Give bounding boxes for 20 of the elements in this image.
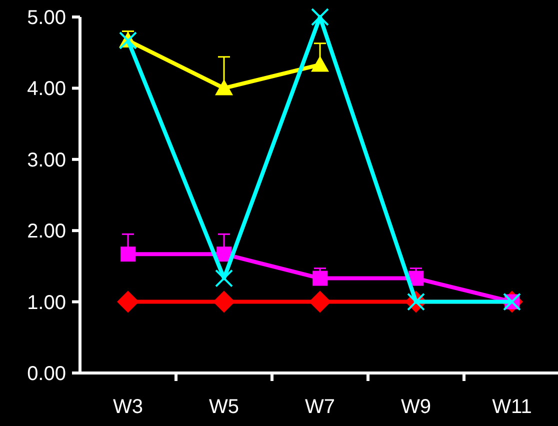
point — [312, 270, 328, 286]
y-tick-label: 5.00 — [27, 7, 66, 29]
point — [120, 246, 136, 262]
y-tick-label: 3.00 — [27, 149, 66, 172]
point — [311, 8, 329, 26]
point — [311, 56, 329, 72]
x-tick-label: W9 — [401, 396, 431, 418]
x-tick-label: W3 — [113, 396, 143, 418]
point — [215, 79, 233, 96]
point — [213, 290, 235, 313]
point — [215, 269, 233, 288]
x-tick-label: W5 — [209, 396, 239, 418]
point — [309, 290, 331, 313]
y-tick-label: 1.00 — [27, 292, 66, 314]
x-tick-label: W7 — [305, 396, 335, 418]
y-tick-label: 2.00 — [27, 220, 66, 243]
y-tick-label: 0.00 — [27, 363, 66, 385]
y-tick-label: 4.00 — [27, 78, 66, 100]
point — [117, 290, 139, 313]
x-tick-label: W11 — [492, 396, 532, 418]
